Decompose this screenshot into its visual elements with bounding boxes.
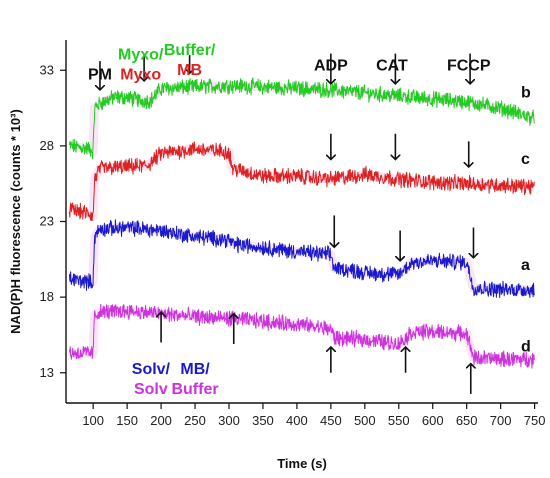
annotation-label: MB/ [180,361,210,378]
annotation-label: Myxo/ [118,46,164,63]
series-d [65,303,539,369]
annotation-label: Buffer [171,381,218,398]
y-tick-label: 33 [40,62,54,77]
annotation-label: CAT [376,57,408,74]
y-tick-label: 13 [40,365,54,380]
annotation-label: Myxo [120,66,161,83]
y-tick-label: 18 [40,289,54,304]
annotation-label: Buffer/ [164,42,216,59]
x-tick-label: 600 [422,413,444,428]
trace-label: c [521,151,530,168]
trace-label: b [521,84,531,101]
y-tick-label: 28 [40,138,54,153]
y-axis-title: NAD(P)H fluorescence (counts * 10³) [8,109,23,334]
x-tick-label: 650 [456,413,478,428]
x-tick-label: 150 [116,413,138,428]
trace-label: d [521,339,531,356]
series-line-b [68,77,535,160]
axes: 100 150 200 250 300 350 400 450 500 550 600 650 700 7… [40,40,546,428]
x-tick-label: 300 [218,413,240,428]
series-line-c [68,141,535,221]
series-a [65,219,539,299]
x-axis-title: Time (s) [277,456,327,471]
trace-label: a [521,257,530,274]
annotation-label: ADP [314,57,348,74]
series-b [65,77,539,160]
x-tick-label: 450 [320,413,342,428]
x-tick-label: 400 [286,413,308,428]
x-tick-label: 100 [82,413,104,428]
x-tick-label: 350 [252,413,274,428]
x-tick-label: 700 [490,413,512,428]
annotation-label: FCCP [447,57,491,74]
series-layer [65,77,539,369]
x-tick-label: 200 [150,413,172,428]
annotation-label: PM [88,66,112,83]
series-line-d [68,303,535,369]
y-tick-label: 23 [40,214,54,229]
series-line-a [68,219,535,299]
x-tick-label: 750 [524,413,546,428]
annotation-label: Solv [134,381,168,398]
arrow-layer [100,53,474,394]
x-tick-label: 550 [388,413,410,428]
x-tick-label: 500 [354,413,376,428]
annotation-label: Solv/ [132,361,171,378]
annotation-label: MB [177,62,202,79]
series-c [65,141,539,222]
x-tick-label: 250 [184,413,206,428]
